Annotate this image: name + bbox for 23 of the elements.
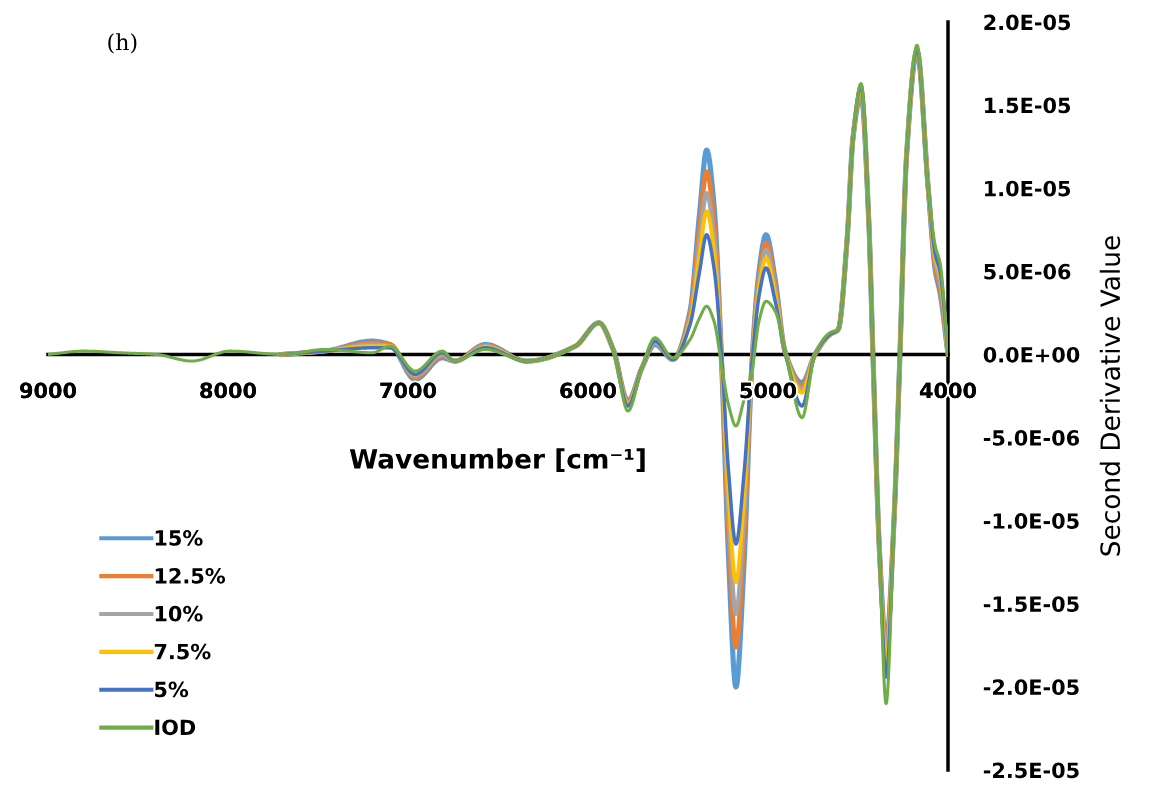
chart-title: (h) <box>108 33 137 54</box>
legend-label: 5% <box>155 681 189 698</box>
y-tick-label: -2.0E-05 <box>983 679 1079 696</box>
x-tick-label: 6000 <box>560 382 616 399</box>
legend-label: IOD <box>155 719 196 736</box>
y-tick-label: -1.5E-05 <box>983 596 1079 612</box>
legend-label: 10% <box>155 605 203 622</box>
y-tick-label: -5.0E-06 <box>983 430 1080 446</box>
x-tick-label: 9000 <box>20 382 76 399</box>
y-tick-label: -1.0E-05 <box>983 513 1079 529</box>
legend-label: 7.5% <box>154 643 211 660</box>
y-tick-label: 2.0E-05 <box>984 14 1071 31</box>
legend-label: 12.5% <box>155 567 226 584</box>
y-tick-label: 5.0E-06 <box>984 263 1071 280</box>
y-axis-title: Second Derivative Value <box>1099 236 1121 556</box>
y-tick-label: 1.5E-05 <box>985 97 1071 114</box>
y-tick-label: 0.0E+00 <box>983 346 1080 363</box>
x-tick-label: 8000 <box>200 382 256 399</box>
y-tick-label: -2.5E-05 <box>983 762 1079 779</box>
x-axis-title: Wavenumber [cm⁻¹] <box>349 448 645 472</box>
y-tick-label: 1.0E-05 <box>985 180 1071 197</box>
x-tick-label: 7000 <box>380 382 436 399</box>
legend-label: 15% <box>155 530 203 546</box>
